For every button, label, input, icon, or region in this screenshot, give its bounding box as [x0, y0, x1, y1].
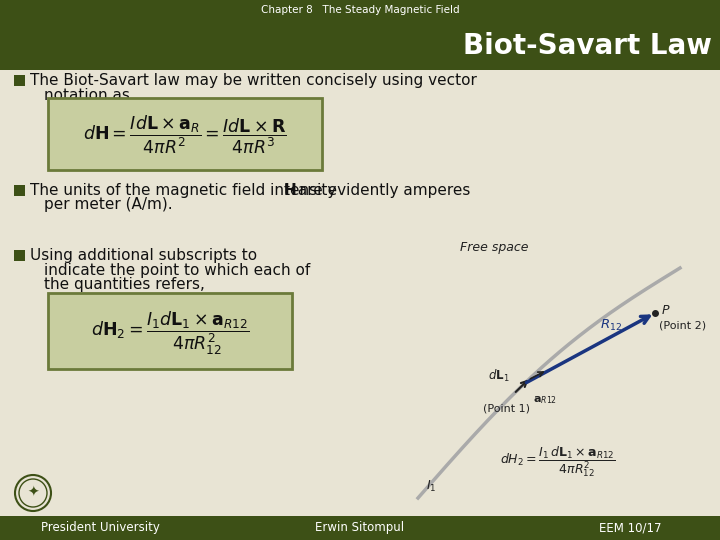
- FancyBboxPatch shape: [48, 293, 292, 369]
- Text: H: H: [284, 183, 297, 198]
- Text: $d\mathbf{L}_1$: $d\mathbf{L}_1$: [488, 368, 510, 384]
- Text: Using additional subscripts to: Using additional subscripts to: [30, 248, 257, 263]
- Bar: [14, 75, 25, 86]
- Circle shape: [15, 475, 51, 511]
- FancyBboxPatch shape: [48, 98, 322, 170]
- Text: Chapter 8   The Steady Magnetic Field: Chapter 8 The Steady Magnetic Field: [261, 5, 459, 15]
- Text: $R_{12}$: $R_{12}$: [600, 319, 621, 333]
- Text: Erwin Sitompul: Erwin Sitompul: [315, 522, 405, 535]
- Text: Free space: Free space: [460, 241, 528, 254]
- Bar: [390, 230, 710, 510]
- Text: the quantities refers,: the quantities refers,: [44, 278, 205, 293]
- Text: (Point 1): (Point 1): [482, 403, 529, 413]
- Text: $d\mathbf{H}_2 = \dfrac{I_1 d\mathbf{L}_1 \times \mathbf{a}_{R12}}{4\pi R_{12}^2: $d\mathbf{H}_2 = \dfrac{I_1 d\mathbf{L}_…: [91, 309, 249, 357]
- Bar: [0, 516, 720, 540]
- Text: indicate the point to which each of: indicate the point to which each of: [44, 262, 310, 278]
- Text: are evidently amperes: are evidently amperes: [293, 183, 470, 198]
- Text: ✦: ✦: [27, 486, 39, 500]
- Bar: [0, 20, 720, 70]
- Text: (Point 2): (Point 2): [659, 320, 706, 330]
- Text: EEM 10/17: EEM 10/17: [599, 522, 661, 535]
- Text: Biot-Savart Law: Biot-Savart Law: [463, 32, 712, 60]
- Text: $d\mathbf{H} = \dfrac{Id\mathbf{L}\times\mathbf{a}_R}{4\pi R^2} = \dfrac{Id\math: $d\mathbf{H} = \dfrac{Id\mathbf{L}\times…: [83, 114, 287, 156]
- Bar: [0, 0, 720, 20]
- Text: $dH_2 = \dfrac{I_1\,d\mathbf{L}_1 \times \mathbf{a}_{R12}}{4\pi R_{12}^2}$: $dH_2 = \dfrac{I_1\,d\mathbf{L}_1 \times…: [500, 444, 616, 480]
- Text: The units of the magnetic field intensity: The units of the magnetic field intensit…: [30, 183, 341, 198]
- Text: President University: President University: [40, 522, 159, 535]
- Text: The Biot-Savart law may be written concisely using vector: The Biot-Savart law may be written conci…: [30, 73, 477, 88]
- Text: $I_1$: $I_1$: [426, 479, 436, 494]
- Bar: [14, 250, 25, 261]
- Text: $\mathbf{a}_{R12}$: $\mathbf{a}_{R12}$: [533, 394, 557, 406]
- Bar: [14, 185, 25, 196]
- Text: notation as: notation as: [44, 87, 130, 103]
- Text: per meter (A/m).: per meter (A/m).: [44, 198, 173, 213]
- Text: $P$: $P$: [661, 303, 670, 316]
